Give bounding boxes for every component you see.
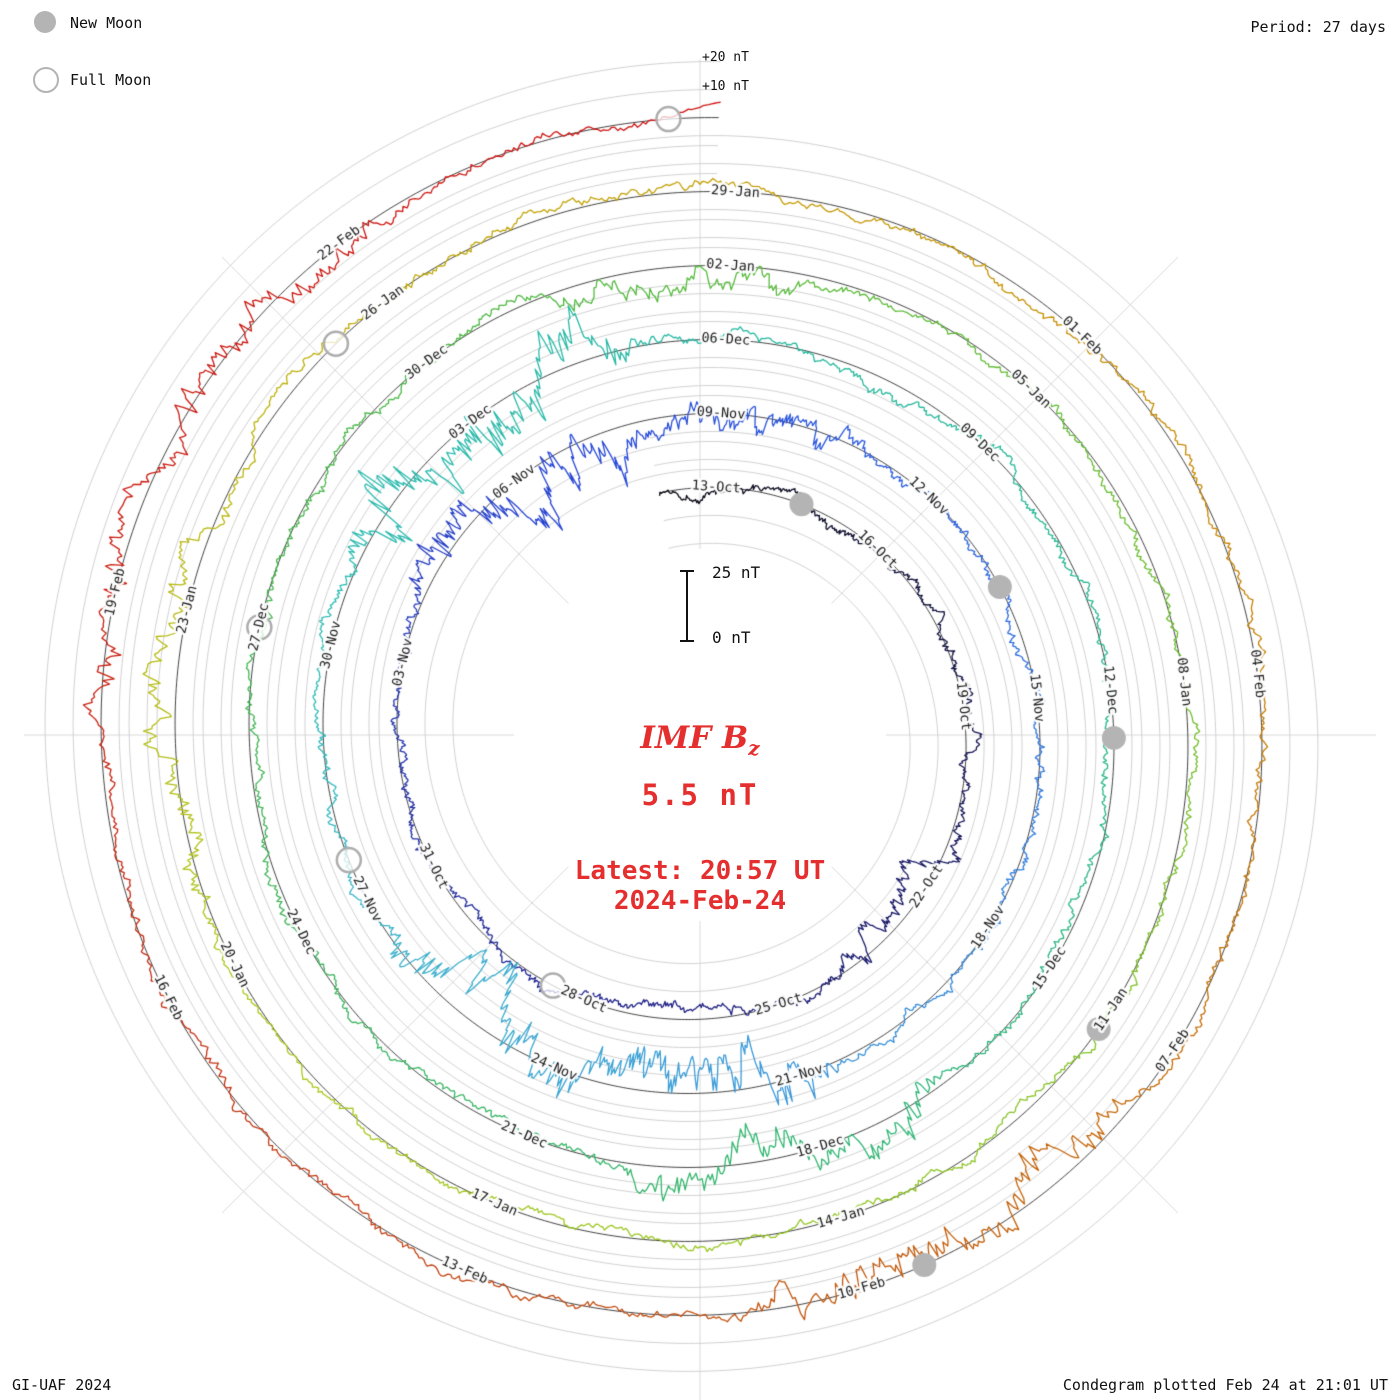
plot-timestamp-label: Condegram plotted Feb 24 at 21:01 UT — [1062, 1376, 1388, 1394]
radial-scale-plus10-label: +10 nT — [702, 79, 749, 94]
latest-time-label: Latest: 20:57 UT — [574, 856, 826, 886]
imf-title: IMF Bz — [0, 720, 1400, 760]
imf-current-value: 5.5 nT — [641, 778, 759, 812]
period-label: Period: 27 days — [1250, 18, 1386, 36]
imf-title-sub: z — [748, 736, 760, 761]
legend-new-moon-label: New Moon — [70, 14, 143, 32]
scale-bar — [686, 570, 688, 642]
credit-label: GI-UAF 2024 — [12, 1376, 112, 1394]
legend-full-moon-label: Full Moon — [70, 71, 152, 89]
scale-bar-top-label: 25 nT — [712, 563, 761, 582]
radial-scale-plus20-label: +20 nT — [702, 50, 749, 65]
scale-bar-zero-label: 0 nT — [712, 628, 751, 647]
latest-date-label: 2024-Feb-24 — [613, 886, 787, 916]
new-moon-icon — [34, 11, 56, 33]
scale-bar-bottom-cap — [680, 640, 694, 642]
imf-title-main: IMF B — [640, 720, 749, 756]
full-moon-icon — [33, 67, 59, 93]
